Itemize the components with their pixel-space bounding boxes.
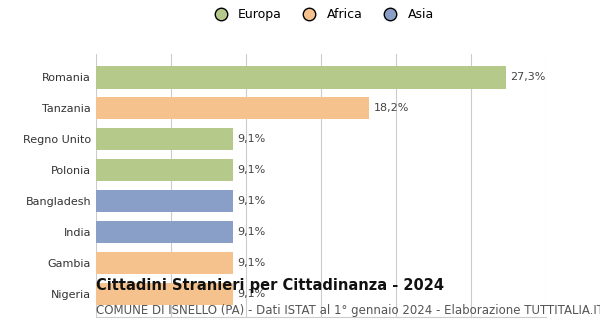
- Bar: [96, 190, 233, 212]
- Text: 27,3%: 27,3%: [510, 72, 545, 83]
- Bar: [96, 128, 233, 150]
- Text: 9,1%: 9,1%: [237, 227, 265, 237]
- Text: COMUNE DI ISNELLO (PA) - Dati ISTAT al 1° gennaio 2024 - Elaborazione TUTTITALIA: COMUNE DI ISNELLO (PA) - Dati ISTAT al 1…: [96, 304, 600, 317]
- Text: 9,1%: 9,1%: [237, 258, 265, 268]
- Text: 9,1%: 9,1%: [237, 134, 265, 144]
- Text: 9,1%: 9,1%: [237, 196, 265, 206]
- Text: 9,1%: 9,1%: [237, 165, 265, 175]
- Text: 18,2%: 18,2%: [373, 103, 409, 113]
- Legend: Europa, Africa, Asia: Europa, Africa, Asia: [203, 3, 439, 26]
- Text: 9,1%: 9,1%: [237, 289, 265, 299]
- Bar: [96, 221, 233, 243]
- Text: Cittadini Stranieri per Cittadinanza - 2024: Cittadini Stranieri per Cittadinanza - 2…: [96, 278, 444, 293]
- Bar: [96, 252, 233, 274]
- Bar: [96, 97, 369, 119]
- Bar: [96, 159, 233, 181]
- Bar: [96, 66, 505, 89]
- Bar: [96, 283, 233, 305]
